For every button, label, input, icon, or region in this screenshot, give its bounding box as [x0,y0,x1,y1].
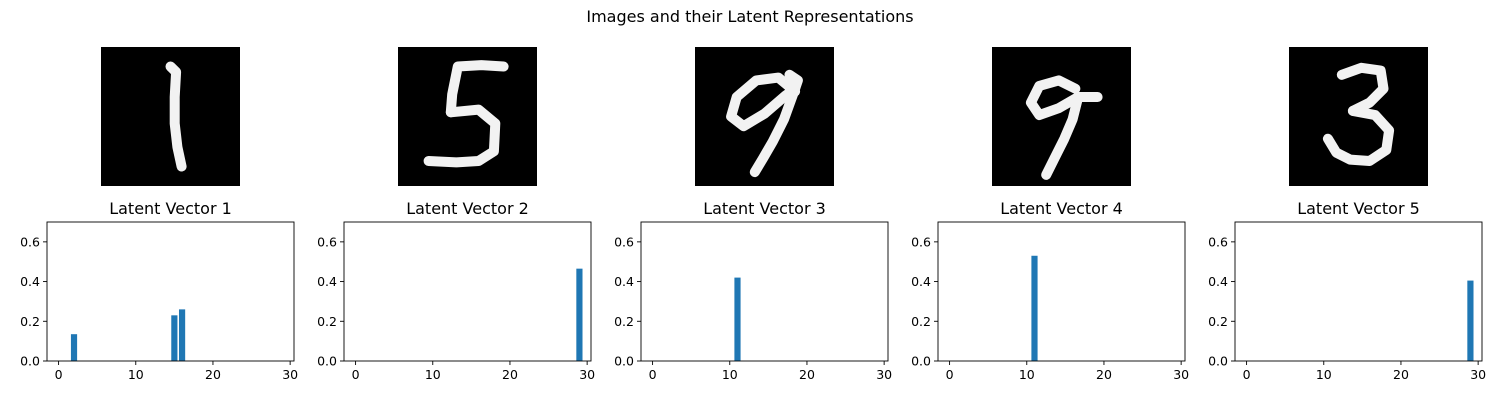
x-tick-label: 30 [579,367,595,382]
x-tick-label: 10 [128,367,144,382]
y-tick-label: 0.4 [1208,274,1228,289]
digit-stroke [1041,92,1084,180]
x-tick-label: 20 [799,367,815,382]
latent-chart-2: Latent Vector 2 0 10 20 30 0.0 0.2 0.4 0.6 [317,199,595,382]
y-tick-label: 0.2 [911,314,931,329]
latent-chart-3: Latent Vector 3 0 10 20 30 0.0 0.2 0.4 0.6 [614,199,892,382]
chart-title: Latent Vector 2 [406,199,529,218]
y-tick-label: 0.6 [20,234,40,249]
x-tick-label: 10 [1316,367,1332,382]
digit-image-5 [1289,47,1428,186]
x-tick-label: 10 [1019,367,1035,382]
x-tick-label: 10 [425,367,441,382]
digit-stroke [1336,62,1389,116]
x-tick-label: 0 [1243,367,1251,382]
bar [178,309,186,361]
y-tick-label: 0.6 [317,234,337,249]
chart-title: Latent Vector 3 [703,199,826,218]
x-tick-label: 0 [55,367,63,382]
axes-frame [1234,221,1483,362]
axes-frame [343,221,592,362]
y-tick-label: 0.0 [614,354,634,369]
digit-stroke [445,60,509,118]
y-tick-label: 0.6 [911,234,931,249]
x-tick-label: 0 [352,367,360,382]
chart-title: Latent Vector 4 [1000,199,1123,218]
y-tick-label: 0.4 [317,274,337,289]
digit-image-4 [992,47,1131,186]
y-tick-label: 0.2 [614,314,634,329]
x-tick-label: 30 [1173,367,1189,382]
x-tick-label: 20 [205,367,221,382]
digit-stroke [423,104,501,168]
bar [576,268,583,361]
y-tick-label: 0.4 [20,274,40,289]
bar [70,334,78,361]
image-background [992,47,1131,186]
y-tick-label: 0.0 [20,354,40,369]
x-tick-label: 30 [1470,367,1486,382]
latent-charts: Latent Vector 10 10 20 300.00.20.40.6Latent… [20,199,1486,382]
bar [1031,255,1038,361]
x-tick-label: 30 [876,367,892,382]
x-tick-label: 20 [502,367,518,382]
latent-chart-5: Latent Vector 5 0 10 20 30 0.0 0.2 0.4 0.6 [1208,199,1486,382]
digit-image-3 [695,47,834,186]
y-tick-label: 0.0 [911,354,931,369]
digit-images [101,47,1428,186]
y-tick-label: 0.0 [1208,354,1228,369]
x-tick-label: 0 [649,367,657,382]
axes-frame [937,221,1186,362]
axes-frame [46,221,295,362]
x-tick-label: 10 [722,367,738,382]
latent-chart-4: Latent Vector 4 0 10 20 30 0.0 0.2 0.4 0.6 [911,199,1189,382]
digit-image-2 [398,47,537,186]
bar [171,315,178,361]
y-tick-label: 0.2 [317,314,337,329]
latent-chart-1: Latent Vector 1 0 10 20 30 0.0 0.2 0.4 0.6 [20,199,298,382]
axes-frame [640,221,889,362]
x-tick-label: 20 [1393,367,1409,382]
figure-title: Images and their Latent Representations [586,7,913,26]
y-tick-label: 0.2 [1208,314,1228,329]
y-tick-label: 0.4 [911,274,931,289]
digit-stroke [749,83,801,178]
y-tick-label: 0.6 [1208,234,1228,249]
y-tick-label: 0.0 [317,354,337,369]
y-tick-label: 0.2 [20,314,40,329]
x-tick-label: 30 [282,367,298,382]
digit-stroke [165,61,187,172]
chart-title: Latent Vector 5 [1297,199,1420,218]
digit-image-1 [101,47,240,186]
x-tick-label: 20 [1096,367,1112,382]
bar [1467,280,1474,361]
chart-title: Latent Vector 1 [109,199,232,218]
digit-stroke [1322,105,1395,166]
x-tick-label: 0 [946,367,954,382]
y-tick-label: 0.4 [614,274,634,289]
y-tick-label: 0.6 [614,234,634,249]
bar [734,277,741,361]
